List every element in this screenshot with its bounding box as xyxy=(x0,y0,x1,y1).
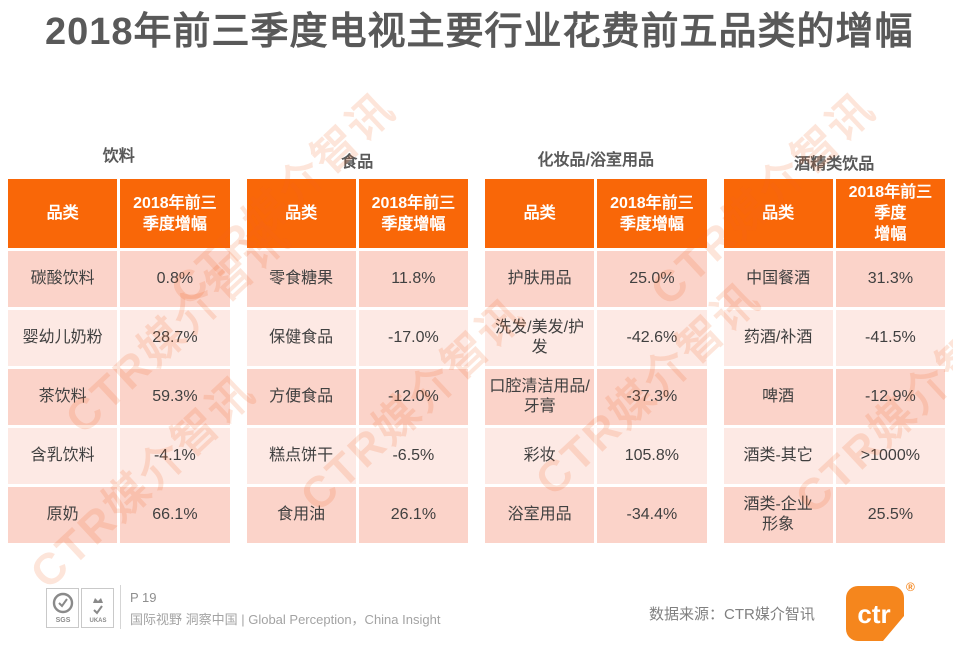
category-cell: 保健食品 xyxy=(246,310,356,366)
category-cell: 洗发/美发/护发 xyxy=(485,310,595,366)
category-cell: 酒类-其它 xyxy=(723,428,833,484)
category-cell: 糕点饼干 xyxy=(246,428,356,484)
growth-cell: 11.8% xyxy=(358,251,468,307)
column-header-growth: 2018年前三 季度增幅 xyxy=(120,179,230,248)
industry-table: 酒精类饮品品类 2018年前三 季度 增幅 中国餐酒 31.3% 药酒/补酒 -41.5%… xyxy=(723,147,945,543)
table-caption: 酒精类饮品 xyxy=(794,156,875,173)
growth-cell: 66.1% xyxy=(120,487,230,543)
table-caption: 化妆品/浴室用品 xyxy=(537,152,654,169)
category-cell: 婴幼儿奶粉 xyxy=(8,310,118,366)
table-grid: 品类 2018年前三 季度增幅 护肤用品 25.0% 洗发/美发/护发 -42.6% 口腔清… xyxy=(485,179,707,543)
growth-cell: 28.7% xyxy=(120,310,230,366)
ctr-logo: ctr xyxy=(845,585,905,642)
category-cell: 浴室用品 xyxy=(485,487,595,543)
certification-logos: SGS UKAS xyxy=(46,588,114,628)
table-caption: 饮料 xyxy=(102,148,135,165)
column-header-category: 品类 xyxy=(485,179,595,248)
growth-cell: -41.5% xyxy=(835,310,945,366)
column-header-category: 品类 xyxy=(8,179,118,248)
sgs-certification-icon: SGS xyxy=(46,588,79,628)
growth-cell: >1000% xyxy=(835,428,945,484)
growth-cell: 25.0% xyxy=(597,251,707,307)
category-cell: 原奶 xyxy=(8,487,118,543)
svg-text:SGS: SGS xyxy=(55,617,70,624)
table-grid: 品类 2018年前三 季度 增幅 中国餐酒 31.3% 药酒/补酒 -41.5% 啤酒 -12… xyxy=(723,179,945,543)
footer-divider xyxy=(120,585,121,629)
industry-table: 饮料品类 2018年前三 季度增幅 碳酸饮料 0.8% 婴幼儿奶粉 28.7% 茶饮料 59.… xyxy=(8,147,230,543)
table-grid: 品类 2018年前三 季度增幅 碳酸饮料 0.8% 婴幼儿奶粉 28.7% 茶饮料 59.3%… xyxy=(8,179,230,543)
category-cell: 啤酒 xyxy=(723,369,833,425)
growth-cell: -12.9% xyxy=(835,369,945,425)
category-cell: 零食糖果 xyxy=(246,251,356,307)
footer-tagline: 国际视野 洞察中国 | Global Perception，China Insi… xyxy=(130,612,441,627)
growth-cell: -37.3% xyxy=(597,369,707,425)
category-cell: 中国餐酒 xyxy=(723,251,833,307)
growth-cell: -34.4% xyxy=(597,487,707,543)
column-header-category: 品类 xyxy=(723,179,833,248)
category-cell: 茶饮料 xyxy=(8,369,118,425)
table-caption: 食品 xyxy=(341,154,374,171)
growth-cell: 26.1% xyxy=(358,487,468,543)
growth-cell: -42.6% xyxy=(597,310,707,366)
footer: SGS UKAS P 19 国际视野 洞察中国 | Global Percept… xyxy=(0,580,953,648)
column-header-category: 品类 xyxy=(246,179,356,248)
growth-cell: -12.0% xyxy=(358,369,468,425)
page-title: 2018年前三季度电视主要行业花费前五品类的增幅 xyxy=(45,11,914,53)
growth-cell: 0.8% xyxy=(120,251,230,307)
industry-table: 食品品类 2018年前三 季度增幅 零食糖果 11.8% 保健食品 -17.0% 方便食品 -… xyxy=(246,147,468,543)
ukas-certification-icon: UKAS xyxy=(81,588,114,628)
growth-cell: 105.8% xyxy=(597,428,707,484)
growth-cell: -4.1% xyxy=(120,428,230,484)
growth-cell: 25.5% xyxy=(835,487,945,543)
svg-text:ctr: ctr xyxy=(857,599,890,629)
growth-cell: 31.3% xyxy=(835,251,945,307)
registered-trademark: ® xyxy=(906,580,915,594)
page-number: P 19 xyxy=(130,590,157,605)
category-cell: 碳酸饮料 xyxy=(8,251,118,307)
growth-cell: 59.3% xyxy=(120,369,230,425)
tables-area: 饮料 品类 2018年前三 季度增幅 碳酸饮料 0.8% 婴幼儿奶粉 28.7% 茶饮料 59.… xyxy=(8,147,945,543)
growth-cell: -6.5% xyxy=(358,428,468,484)
table-grid: 品类 2018年前三 季度增幅 零食糖果 11.8% 保健食品 -17.0% 方便食品 -12… xyxy=(246,179,468,543)
column-header-growth: 2018年前三 季度 增幅 xyxy=(835,179,945,248)
industry-table: 化妆品/浴室用品 品类 2018年前三 季度增幅 护肤用品 25.0% 洗发/美发/护发 -… xyxy=(485,147,707,543)
category-cell: 方便食品 xyxy=(246,369,356,425)
svg-text:UKAS: UKAS xyxy=(89,618,106,624)
growth-cell: -17.0% xyxy=(358,310,468,366)
category-cell: 含乳饮料 xyxy=(8,428,118,484)
category-cell: 口腔清洁用品/ 牙膏 xyxy=(485,369,595,425)
column-header-growth: 2018年前三 季度增幅 xyxy=(358,179,468,248)
category-cell: 食用油 xyxy=(246,487,356,543)
category-cell: 药酒/补酒 xyxy=(723,310,833,366)
category-cell: 护肤用品 xyxy=(485,251,595,307)
data-source-label: 数据来源：CTR媒介智讯 xyxy=(649,606,815,623)
category-cell: 彩妆 xyxy=(485,428,595,484)
column-header-growth: 2018年前三 季度增幅 xyxy=(597,179,707,248)
category-cell: 酒类-企业 形象 xyxy=(723,487,833,543)
